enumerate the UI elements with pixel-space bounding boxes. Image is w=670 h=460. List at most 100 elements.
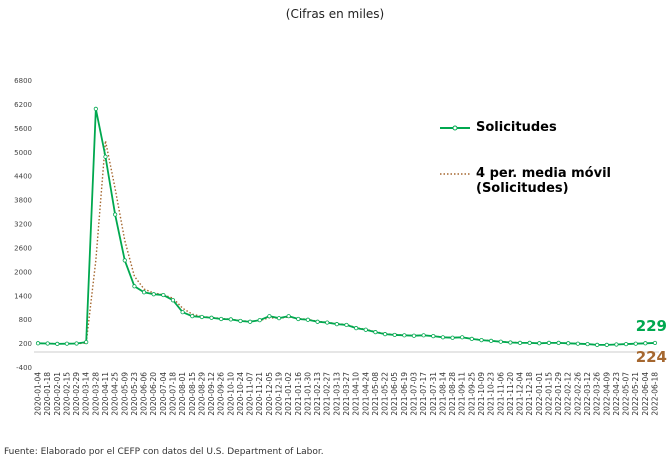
x-tick-label: 2020-08-29 bbox=[197, 372, 206, 416]
point bbox=[527, 340, 532, 345]
point bbox=[517, 340, 523, 345]
x-tick-label: 2021-08-28 bbox=[448, 372, 457, 416]
x-tick-label: 2021-11-20 bbox=[506, 372, 515, 416]
x-tick-label: 2022-04-23 bbox=[612, 372, 621, 416]
x-tick-label: 2020-08-15 bbox=[188, 372, 197, 416]
x-tick-label: 2020-06-20 bbox=[149, 372, 158, 416]
point bbox=[286, 314, 291, 319]
x-tick-label: 2020-05-09 bbox=[120, 372, 129, 416]
point bbox=[508, 340, 513, 345]
x-tick-label: 2021-10-23 bbox=[487, 372, 496, 416]
x-tick-label: 2021-09-25 bbox=[467, 372, 476, 416]
x-tick-label: 2022-06-04 bbox=[641, 372, 650, 416]
point bbox=[498, 339, 503, 344]
point bbox=[74, 341, 79, 346]
x-tick-label: 2021-08-14 bbox=[438, 372, 447, 416]
y-tick-label: 2000 bbox=[14, 268, 32, 276]
x-tick-label: 2021-07-03 bbox=[409, 372, 418, 416]
x-tick-label: 2022-02-26 bbox=[573, 372, 582, 416]
x-tick-label: 2021-05-08 bbox=[371, 372, 380, 416]
x-tick-label: 2021-12-04 bbox=[516, 372, 525, 416]
point bbox=[141, 290, 147, 295]
point bbox=[315, 319, 320, 324]
point bbox=[247, 319, 253, 324]
x-tick-label: 2020-11-21 bbox=[255, 372, 264, 416]
y-tick-label: 5600 bbox=[14, 125, 32, 133]
point bbox=[566, 341, 571, 346]
y-tick-label: 2600 bbox=[14, 244, 32, 252]
point bbox=[643, 341, 648, 346]
x-tick-label: 2021-10-09 bbox=[477, 372, 486, 416]
x-tick-label: 2021-09-11 bbox=[458, 372, 467, 416]
point bbox=[64, 341, 70, 346]
point bbox=[402, 333, 407, 338]
point bbox=[382, 332, 388, 337]
point bbox=[276, 316, 282, 321]
x-tick-label: 2021-06-05 bbox=[390, 372, 399, 416]
point bbox=[151, 292, 156, 297]
point bbox=[363, 327, 368, 332]
point bbox=[633, 341, 638, 346]
x-tick-label: 2020-03-28 bbox=[91, 372, 100, 416]
x-tick-label: 2022-05-07 bbox=[622, 372, 631, 416]
x-tick-label: 2021-01-02 bbox=[284, 372, 293, 416]
x-tick-label: 2020-03-14 bbox=[82, 372, 91, 416]
point bbox=[199, 314, 204, 320]
x-tick-label: 2020-10-24 bbox=[236, 372, 245, 416]
source-note: Fuente: Elaborado por el CEFP con datos … bbox=[4, 447, 324, 457]
x-tick-label: 2020-12-19 bbox=[275, 372, 284, 416]
legend-swatch bbox=[440, 125, 470, 131]
point bbox=[450, 335, 455, 340]
x-tick-label: 2020-09-12 bbox=[207, 372, 216, 416]
x-tick-label: 2020-02-01 bbox=[53, 372, 62, 416]
point bbox=[440, 335, 446, 340]
point bbox=[267, 314, 272, 319]
point bbox=[55, 341, 60, 346]
point bbox=[170, 298, 176, 303]
legend-label: Solicitudes bbox=[476, 120, 557, 135]
x-tick-label: 2021-01-16 bbox=[294, 372, 303, 416]
legend-item: Solicitudes bbox=[440, 120, 640, 135]
point bbox=[373, 330, 378, 335]
point bbox=[623, 341, 629, 347]
x-tick-label: 2022-03-26 bbox=[593, 372, 602, 416]
x-tick-label: 2021-04-10 bbox=[352, 372, 361, 416]
point bbox=[421, 333, 426, 338]
x-tick-label: 2021-12-18 bbox=[525, 372, 534, 416]
point bbox=[132, 284, 137, 289]
point bbox=[489, 338, 494, 343]
point bbox=[595, 342, 600, 347]
point bbox=[652, 340, 658, 346]
point bbox=[209, 315, 214, 320]
x-tick-label: 2020-07-04 bbox=[159, 372, 168, 416]
point bbox=[84, 339, 89, 345]
point bbox=[180, 310, 185, 315]
x-tick-label: 2020-02-29 bbox=[72, 372, 81, 416]
x-tick-label: 2022-02-12 bbox=[564, 372, 573, 416]
point bbox=[296, 316, 301, 322]
x-tick-label: 2021-11-06 bbox=[496, 372, 505, 416]
x-tick-label: 2022-06-18 bbox=[651, 372, 660, 416]
x-tick-label: 2022-01-01 bbox=[535, 372, 544, 416]
x-tick-label: 2021-05-22 bbox=[381, 372, 390, 416]
point bbox=[537, 341, 542, 346]
point bbox=[113, 212, 118, 217]
x-tick-label: 2022-03-12 bbox=[583, 372, 592, 416]
x-tick-label: 2021-02-13 bbox=[313, 372, 322, 416]
x-tick-label: 2021-02-27 bbox=[323, 372, 332, 416]
point bbox=[469, 336, 474, 342]
x-tick-label: 2022-01-15 bbox=[544, 372, 553, 416]
x-tick-label: 2021-07-17 bbox=[419, 372, 428, 416]
point bbox=[305, 317, 311, 322]
point bbox=[103, 154, 108, 159]
point bbox=[431, 334, 436, 339]
x-tick-label: 2020-04-11 bbox=[101, 372, 110, 416]
x-tick-label: 2021-03-13 bbox=[332, 372, 341, 416]
legend-item: 4 per. media móvil (Solicitudes) bbox=[440, 166, 620, 196]
x-tick-label: 2020-05-23 bbox=[130, 372, 139, 416]
y-tick-label: 200 bbox=[19, 340, 32, 348]
point bbox=[238, 318, 243, 324]
point bbox=[604, 342, 609, 347]
point bbox=[614, 342, 619, 347]
